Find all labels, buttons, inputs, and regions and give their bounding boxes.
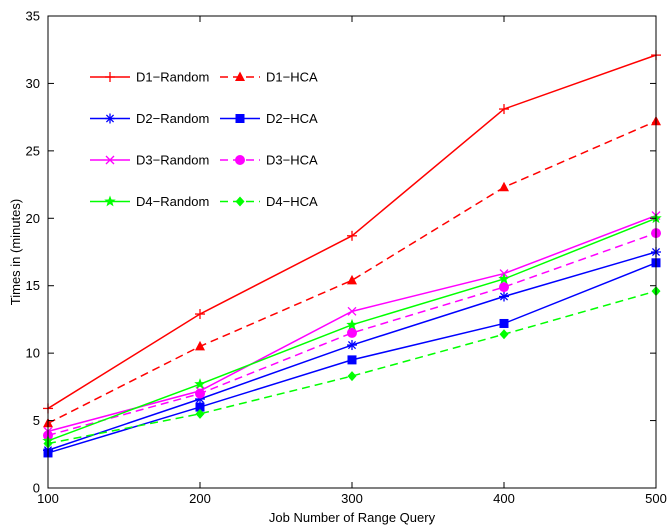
legend-marker [235, 114, 245, 123]
legend: D1−Random D1−HCA D2−Random D2−HCA D3−Random D… [90, 70, 318, 209]
data-point-d1-hca [195, 340, 205, 351]
data-point-d4-hca [195, 408, 205, 419]
data-point-d3-hca [195, 388, 205, 399]
legend-label: D2−HCA [266, 111, 318, 126]
legend-entry-d4-hca: D4−HCA [220, 194, 318, 209]
data-point-d1-random [499, 104, 509, 115]
data-point-d2-random [499, 291, 509, 302]
data-point-d4-random [498, 272, 510, 284]
y-axis-ticks: 0 5 10 15 20 25 30 35 [26, 9, 656, 496]
y-tick-label: 0 [33, 481, 40, 496]
data-point-d3-hca [347, 327, 357, 338]
legend-label: D3−HCA [266, 153, 318, 168]
data-point-d3-random [347, 306, 357, 316]
data-point-d1-hca [347, 274, 357, 285]
legend-marker [105, 114, 115, 123]
legend-label: D4−HCA [266, 194, 318, 209]
x-tick-label: 300 [341, 491, 363, 506]
series-line-d3-hca [47, 232, 657, 437]
legend-label: D1−HCA [266, 70, 318, 85]
legend-marker [105, 72, 115, 82]
legend-marker [105, 113, 115, 124]
x-tick-label: 100 [37, 491, 59, 506]
x-axis-label: Job Number of Range Query [269, 510, 436, 525]
y-tick-label: 25 [26, 143, 40, 158]
legend-marker [235, 196, 245, 207]
legend-marker [104, 195, 116, 207]
data-point-d2-hca [499, 318, 509, 328]
y-tick-label: 15 [26, 278, 40, 293]
legend-label: D4−Random [136, 194, 209, 209]
data-point-d3-random [347, 306, 357, 316]
legend-entry-d3-hca: D3−HCA [220, 153, 318, 168]
data-point-d1-hca [499, 181, 509, 192]
data-point-d4-hca [347, 371, 357, 382]
legend-entry-d1-hca: D1−HCA [220, 70, 318, 85]
legend-entry-d3-random: D3−Random [90, 153, 209, 168]
legend-label: D2−Random [136, 111, 209, 126]
legend-marker [105, 155, 115, 165]
legend-marker [235, 155, 245, 165]
data-point-d2-hca [347, 355, 357, 365]
y-tick-label: 5 [33, 413, 40, 428]
x-tick-label: 400 [493, 491, 515, 506]
legend-label: D1−Random [136, 70, 209, 85]
data-point-d3-hca [499, 282, 509, 293]
y-tick-label: 10 [26, 346, 40, 361]
legend-entry-d4-random: D4−Random [90, 194, 209, 209]
data-point-d1-random [347, 230, 357, 241]
x-axis-ticks: 100 200 300 400 500 [37, 16, 667, 506]
legend-label: D3−Random [136, 153, 209, 168]
legend-entry-d2-random: D2−Random [90, 111, 209, 126]
y-tick-label: 35 [26, 9, 40, 24]
series-line-d4-hca [47, 290, 657, 445]
x-tick-label: 200 [189, 491, 211, 506]
data-point-d4-random [194, 378, 206, 390]
y-tick-label: 30 [26, 76, 40, 91]
data-point-d2-hca [195, 402, 205, 412]
y-tick-label: 20 [26, 211, 40, 226]
legend-entry-d1-random: D1−Random [90, 70, 209, 85]
y-axis-label: Times in (minutes) [8, 199, 23, 305]
data-point-d2-random [347, 340, 357, 351]
legend-marker [235, 71, 245, 81]
data-point-d4-hca [499, 329, 509, 340]
data-point-d1-random [195, 309, 205, 320]
data-point-d2-random [499, 292, 509, 301]
data-point-d2-random [347, 340, 357, 350]
legend-entry-d2-hca: D2−HCA [220, 111, 318, 126]
x-tick-label: 500 [645, 491, 667, 506]
data-point-d4-random [346, 318, 358, 330]
legend-marker [105, 155, 115, 165]
